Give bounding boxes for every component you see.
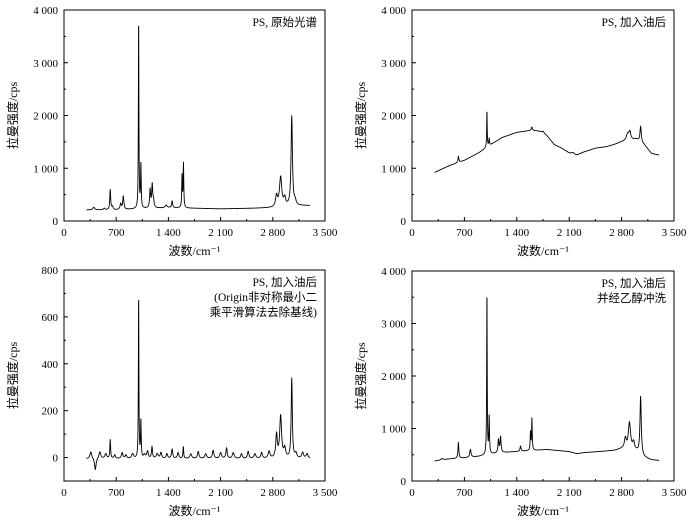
chart-panel-4: 0 700 1 400 2 100 2 800 3 500 0 1 000 2 000 3 000…: [353, 266, 687, 518]
x-tick-label: 2 800: [260, 487, 285, 499]
x-tick-label: 3 500: [662, 487, 687, 499]
x-tick-label: 1 400: [504, 487, 529, 499]
x-tick-label: 700: [108, 487, 125, 499]
panel-annotation: PS, 加入油后: [252, 275, 317, 289]
chart-panel-3: 0 700 1 400 2 100 2 800 3 500 0 200 400 600 800 波数/…: [5, 265, 338, 518]
y-axis-label: 拉曼强度/cps: [5, 342, 20, 410]
x-axis-label: 波数/cm⁻¹: [517, 503, 569, 518]
y-tick-label: 0: [53, 216, 59, 228]
y-tick-label: 200: [42, 406, 59, 418]
panel-annotation: (Origin非对称最小二: [214, 290, 317, 304]
y-axis-label: 拉曼强度/cps: [5, 82, 20, 150]
plot-frame: [63, 9, 326, 222]
x-tick-label: 700: [456, 227, 473, 239]
x-tick-label: 700: [108, 227, 125, 239]
y-tick-label: 1 000: [381, 424, 406, 436]
panel-annotation: 乘平滑算法去除基线): [210, 305, 317, 319]
x-tick-label: 1 400: [156, 227, 181, 239]
chart-panel-2: 0 700 1 400 2 100 2 800 3 500 0 1 000 2 000 3 000…: [353, 5, 687, 258]
x-tick-label: 2 800: [609, 227, 634, 239]
x-tick-label: 0: [61, 227, 67, 239]
y-tick-label: 800: [42, 265, 59, 277]
spectrum-line: [434, 111, 660, 173]
y-tick-label: 2 000: [381, 371, 406, 383]
x-tick-label: 2 100: [208, 227, 233, 239]
spectrum-line: [86, 25, 311, 211]
x-axis-label: 波数/cm⁻¹: [517, 243, 569, 258]
x-tick-label: 1 400: [504, 227, 529, 239]
y-axis-label: 拉曼强度/cps: [353, 82, 368, 150]
y-tick-label: 2 000: [381, 111, 406, 123]
x-tick-label: 2 100: [557, 227, 582, 239]
x-tick-label: 700: [456, 487, 473, 499]
y-tick-label: 0: [401, 476, 407, 488]
x-tick-label: 0: [409, 227, 415, 239]
y-tick-label: 0: [53, 453, 59, 465]
x-tick-label: 3 500: [662, 227, 687, 239]
y-tick-label: 1 000: [33, 163, 58, 175]
panel-annotation: PS, 加入油后: [601, 276, 666, 290]
y-tick-label: 4 000: [381, 5, 406, 17]
x-tick-label: 3 500: [313, 227, 338, 239]
plot-frame: [411, 9, 675, 222]
panel-annotation: PS, 加入油后: [601, 15, 666, 29]
panel-annotation: PS, 原始光谱: [252, 15, 317, 29]
spectrum-line: [434, 297, 660, 462]
y-tick-label: 600: [42, 312, 59, 324]
y-tick-label: 3 000: [381, 58, 406, 70]
x-axis-label: 波数/cm⁻¹: [169, 243, 221, 258]
y-tick-label: 1 000: [381, 163, 406, 175]
x-tick-label: 3 500: [313, 487, 338, 499]
x-tick-label: 0: [61, 487, 67, 499]
y-tick-label: 0: [401, 216, 407, 228]
x-tick-label: 2 100: [557, 487, 582, 499]
x-tick-label: 2 800: [260, 227, 285, 239]
x-tick-label: 2 100: [208, 487, 233, 499]
y-tick-label: 3 000: [33, 58, 58, 70]
y-tick-label: 2 000: [33, 111, 58, 123]
chart-panel-1: 0 700 1 400 2 100 2 800 3 500 0 1 000 2 000 3 000…: [5, 5, 338, 258]
spectrum-line: [86, 300, 311, 470]
y-tick-label: 3 000: [381, 319, 406, 331]
x-tick-label: 1 400: [156, 487, 181, 499]
y-axis-label: 拉曼强度/cps: [353, 342, 368, 410]
y-tick-label: 4 000: [381, 266, 406, 278]
x-axis-label: 波数/cm⁻¹: [169, 503, 221, 518]
panel-annotation: 并经乙醇冲洗: [597, 291, 666, 305]
y-tick-label: 4 000: [33, 5, 58, 17]
x-tick-label: 2 800: [609, 487, 634, 499]
y-tick-label: 400: [42, 359, 59, 371]
x-tick-label: 0: [409, 487, 415, 499]
